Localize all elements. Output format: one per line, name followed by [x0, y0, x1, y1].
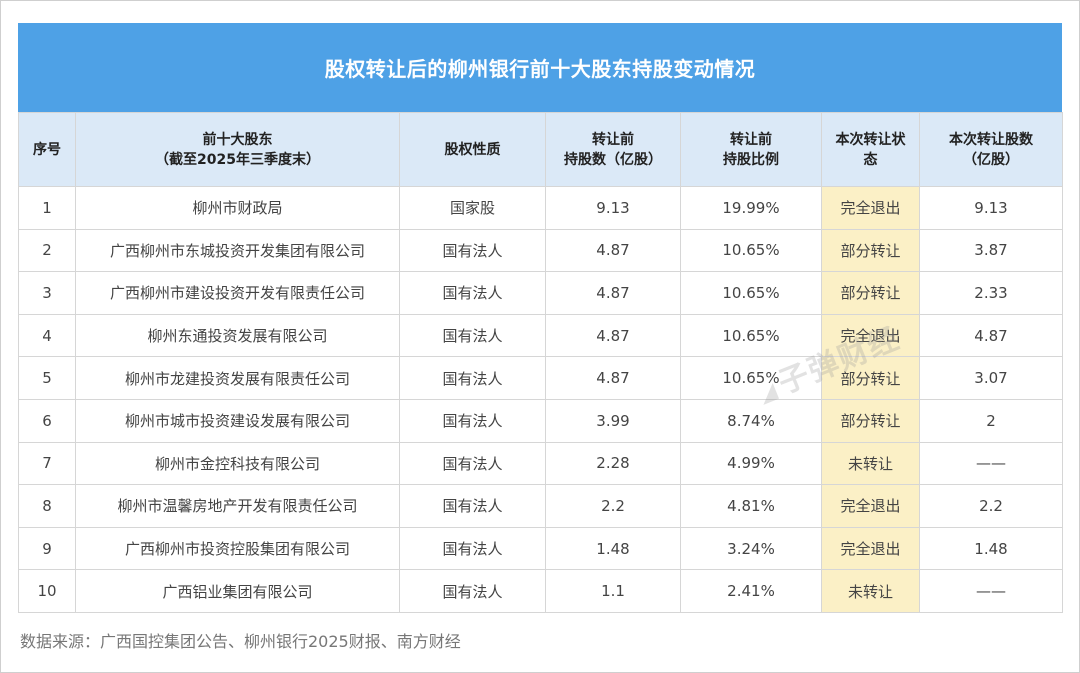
cell-nature: 国有法人	[399, 271, 546, 315]
table-row: 4 柳州东通投资发展有限公司 国有法人 4.87 10.65% 完全退出 4.87	[18, 313, 1063, 358]
cell-nature: 国有法人	[399, 228, 546, 273]
cell-shares: 4.87	[545, 228, 681, 273]
cell-holder: 柳州市财政局	[75, 186, 400, 230]
header-status: 本次转让状态	[821, 112, 920, 187]
cell-ratio: 19.99%	[680, 186, 822, 230]
cell-status: 部分转让	[821, 356, 920, 400]
shareholder-table-card: 股权转让后的柳州银行前十大股东持股变动情况 序号 前十大股东 （截至2025年三季…	[18, 23, 1063, 613]
cell-nature: 国有法人	[399, 313, 546, 358]
cell-index: 2	[18, 228, 76, 273]
cell-holder: 柳州市龙建投资发展有限责任公司	[75, 356, 400, 400]
cell-transfer: ——	[919, 569, 1063, 613]
cell-nature: 国有法人	[399, 484, 546, 528]
cell-holder: 广西柳州市建设投资开发有限责任公司	[75, 271, 400, 315]
cell-transfer: 3.87	[919, 228, 1063, 273]
table-row: 7 柳州市金控科技有限公司 国有法人 2.28 4.99% 未转让 ——	[18, 441, 1063, 486]
cell-transfer: 9.13	[919, 186, 1063, 230]
cell-shares: 1.48	[545, 526, 681, 571]
cell-shares: 1.1	[545, 569, 681, 613]
shareholder-table: 序号 前十大股东 （截至2025年三季度末） 股权性质 转让前 持股数（亿股） 转让…	[18, 112, 1063, 613]
cell-ratio: 4.81%	[680, 484, 822, 528]
cell-nature: 国家股	[399, 186, 546, 230]
cell-shares: 2.28	[545, 441, 681, 486]
cell-status: 部分转让	[821, 398, 920, 443]
cell-index: 7	[18, 441, 76, 486]
cell-index: 1	[18, 186, 76, 230]
table-header-row: 序号 前十大股东 （截至2025年三季度末） 股权性质 转让前 持股数（亿股） 转让…	[18, 112, 1063, 187]
cell-index: 3	[18, 271, 76, 315]
cell-holder: 柳州市城市投资建设发展有限公司	[75, 398, 400, 443]
cell-holder: 柳州东通投资发展有限公司	[75, 313, 400, 358]
cell-nature: 国有法人	[399, 569, 546, 613]
cell-shares: 2.2	[545, 484, 681, 528]
header-nature: 股权性质	[399, 112, 546, 187]
cell-ratio: 10.65%	[680, 313, 822, 358]
cell-index: 10	[18, 569, 76, 613]
cell-ratio: 4.99%	[680, 441, 822, 486]
cell-nature: 国有法人	[399, 356, 546, 400]
header-index: 序号	[18, 112, 76, 187]
cell-status: 未转让	[821, 441, 920, 486]
cell-shares: 4.87	[545, 271, 681, 315]
header-holder: 前十大股东 （截至2025年三季度末）	[75, 112, 400, 187]
table-row: 3 广西柳州市建设投资开发有限责任公司 国有法人 4.87 10.65% 部分转让 2.33	[18, 271, 1063, 315]
cell-transfer: ——	[919, 441, 1063, 486]
cell-ratio: 10.65%	[680, 271, 822, 315]
header-shares: 转让前 持股数（亿股）	[545, 112, 681, 187]
cell-status: 完全退出	[821, 313, 920, 358]
cell-status: 完全退出	[821, 186, 920, 230]
table-row: 5 柳州市龙建投资发展有限责任公司 国有法人 4.87 10.65% 部分转让 3.07	[18, 356, 1063, 400]
cell-transfer: 2.33	[919, 271, 1063, 315]
cell-transfer: 1.48	[919, 526, 1063, 571]
cell-status: 部分转让	[821, 271, 920, 315]
cell-transfer: 2	[919, 398, 1063, 443]
table-title: 股权转让后的柳州银行前十大股东持股变动情况	[18, 23, 1062, 112]
cell-status: 完全退出	[821, 526, 920, 571]
table-row: 1 柳州市财政局 国家股 9.13 19.99% 完全退出 9.13	[18, 186, 1063, 230]
table-row: 2 广西柳州市东城投资开发集团有限公司 国有法人 4.87 10.65% 部分转让 3.87	[18, 228, 1063, 273]
cell-shares: 3.99	[545, 398, 681, 443]
cell-holder: 广西柳州市东城投资开发集团有限公司	[75, 228, 400, 273]
cell-status: 完全退出	[821, 484, 920, 528]
cell-index: 8	[18, 484, 76, 528]
cell-holder: 广西铝业集团有限公司	[75, 569, 400, 613]
cell-index: 5	[18, 356, 76, 400]
cell-holder: 柳州市温馨房地产开发有限责任公司	[75, 484, 400, 528]
data-source-note: 数据来源：广西国控集团公告、柳州银行2025财报、南方财经	[20, 632, 461, 651]
cell-shares: 4.87	[545, 313, 681, 358]
cell-transfer: 3.07	[919, 356, 1063, 400]
header-transfer: 本次转让股数 （亿股）	[919, 112, 1063, 187]
table-row: 9 广西柳州市投资控股集团有限公司 国有法人 1.48 3.24% 完全退出 1.48	[18, 526, 1063, 571]
cell-ratio: 3.24%	[680, 526, 822, 571]
cell-ratio: 10.65%	[680, 356, 822, 400]
cell-holder: 柳州市金控科技有限公司	[75, 441, 400, 486]
cell-shares: 9.13	[545, 186, 681, 230]
cell-status: 未转让	[821, 569, 920, 613]
cell-nature: 国有法人	[399, 526, 546, 571]
cell-index: 6	[18, 398, 76, 443]
cell-nature: 国有法人	[399, 441, 546, 486]
cell-transfer: 2.2	[919, 484, 1063, 528]
cell-nature: 国有法人	[399, 398, 546, 443]
cell-ratio: 8.74%	[680, 398, 822, 443]
cell-holder: 广西柳州市投资控股集团有限公司	[75, 526, 400, 571]
cell-transfer: 4.87	[919, 313, 1063, 358]
cell-shares: 4.87	[545, 356, 681, 400]
header-ratio: 转让前 持股比例	[680, 112, 822, 187]
table-row: 6 柳州市城市投资建设发展有限公司 国有法人 3.99 8.74% 部分转让 2	[18, 398, 1063, 443]
table-row: 10 广西铝业集团有限公司 国有法人 1.1 2.41% 未转让 ——	[18, 569, 1063, 613]
cell-status: 部分转让	[821, 228, 920, 273]
table-row: 8 柳州市温馨房地产开发有限责任公司 国有法人 2.2 4.81% 完全退出 2.2	[18, 484, 1063, 528]
cell-index: 9	[18, 526, 76, 571]
cell-ratio: 2.41%	[680, 569, 822, 613]
cell-index: 4	[18, 313, 76, 358]
cell-ratio: 10.65%	[680, 228, 822, 273]
